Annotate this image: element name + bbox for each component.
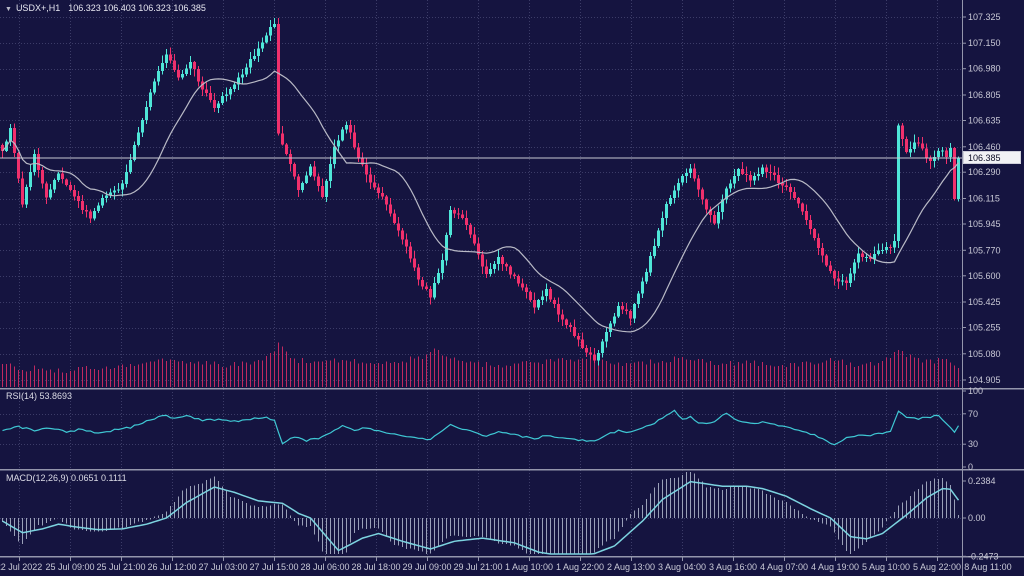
svg-text:104.905: 104.905 xyxy=(968,375,1001,385)
svg-text:5 Aug 10:00: 5 Aug 10:00 xyxy=(862,562,910,572)
time-axis-labels[interactable]: 22 Jul 2022 25 Jul 09:00 25 Jul 21:00 26 Ju… xyxy=(0,557,1012,572)
svg-text:106.290: 106.290 xyxy=(968,167,1001,177)
svg-text:3 Aug 04:00: 3 Aug 04:00 xyxy=(658,562,706,572)
svg-text:70: 70 xyxy=(968,409,978,419)
svg-text:106.805: 106.805 xyxy=(968,90,1001,100)
svg-text:25 Jul 21:00: 25 Jul 21:00 xyxy=(96,562,145,572)
svg-text:100: 100 xyxy=(968,386,983,396)
svg-text:105.770: 105.770 xyxy=(968,245,1001,255)
rsi-line xyxy=(2,409,960,446)
collapse-chart-icon[interactable]: ▼ xyxy=(5,6,12,13)
svg-text:106.635: 106.635 xyxy=(968,116,1001,126)
macd-histogram xyxy=(2,472,959,554)
current-price-box: 106.385 xyxy=(963,151,1021,164)
svg-text:5 Aug 22:00: 5 Aug 22:00 xyxy=(913,562,961,572)
svg-text:30: 30 xyxy=(968,439,978,449)
svg-text:106.980: 106.980 xyxy=(968,64,1001,74)
moving-average-line xyxy=(2,70,959,333)
price-axis-labels[interactable]: 107.325 107.150 106.980 106.805 106.635 106.4… xyxy=(962,12,1001,385)
ohlc-readout: 106.323 106.403 106.323 106.385 xyxy=(68,3,206,13)
svg-text:26 Jul 12:00: 26 Jul 12:00 xyxy=(147,562,196,572)
svg-text:3 Aug 16:00: 3 Aug 16:00 xyxy=(709,562,757,572)
svg-text:105.080: 105.080 xyxy=(968,349,1001,359)
svg-text:29 Jul 09:00: 29 Jul 09:00 xyxy=(402,562,451,572)
volume-bars xyxy=(2,342,959,387)
pane-separators[interactable] xyxy=(0,387,1024,558)
svg-text:-0.2473: -0.2473 xyxy=(968,551,999,561)
svg-text:2 Aug 13:00: 2 Aug 13:00 xyxy=(607,562,655,572)
svg-text:107.150: 107.150 xyxy=(968,38,1001,48)
grid-layer xyxy=(0,0,962,556)
macd-indicator-label: MACD(12,26,9) 0.0651 0.1111 xyxy=(6,473,127,483)
svg-text:0.00: 0.00 xyxy=(968,513,986,523)
svg-text:8 Aug 11:00: 8 Aug 11:00 xyxy=(964,562,1011,572)
svg-text:4 Aug 07:00: 4 Aug 07:00 xyxy=(760,562,808,572)
rsi-indicator-label: RSI(14) 53.8693 xyxy=(6,391,73,401)
svg-text:105.255: 105.255 xyxy=(968,323,1001,333)
svg-text:27 Jul 15:00: 27 Jul 15:00 xyxy=(249,562,298,572)
svg-text:107.325: 107.325 xyxy=(968,12,1001,22)
symbol-timeframe-label: USDX+,H1 xyxy=(15,3,61,13)
svg-text:29 Jul 21:00: 29 Jul 21:00 xyxy=(453,562,502,572)
macd-signal-line xyxy=(2,480,960,555)
svg-text:1 Aug 22:00: 1 Aug 22:00 xyxy=(556,562,604,572)
svg-text:4 Aug 19:00: 4 Aug 19:00 xyxy=(811,562,859,572)
svg-text:1 Aug 10:00: 1 Aug 10:00 xyxy=(505,562,553,572)
svg-text:0.2384: 0.2384 xyxy=(968,476,996,486)
svg-text:27 Jul 03:00: 27 Jul 03:00 xyxy=(198,562,247,572)
symbol-info-bar: ▼ USDX+,H1 106.323 106.403 106.323 106.385 xyxy=(5,3,206,15)
svg-text:105.600: 105.600 xyxy=(968,271,1001,281)
svg-text:22 Jul 2022: 22 Jul 2022 xyxy=(0,562,42,572)
svg-text:28 Jul 06:00: 28 Jul 06:00 xyxy=(300,562,349,572)
rsi-axis-labels[interactable]: 100 70 30 0 xyxy=(962,386,983,472)
svg-text:25 Jul 09:00: 25 Jul 09:00 xyxy=(45,562,94,572)
macd-axis-labels[interactable]: 0.2384 0.00 -0.2473 xyxy=(962,476,999,561)
svg-text:105.425: 105.425 xyxy=(968,297,1001,307)
svg-text:28 Jul 18:00: 28 Jul 18:00 xyxy=(351,562,400,572)
svg-text:0: 0 xyxy=(968,462,973,472)
svg-text:106.460: 106.460 xyxy=(968,142,1001,152)
svg-text:106.115: 106.115 xyxy=(968,194,1000,204)
svg-text:105.945: 105.945 xyxy=(968,219,1001,229)
candlestick-series xyxy=(1,18,960,366)
